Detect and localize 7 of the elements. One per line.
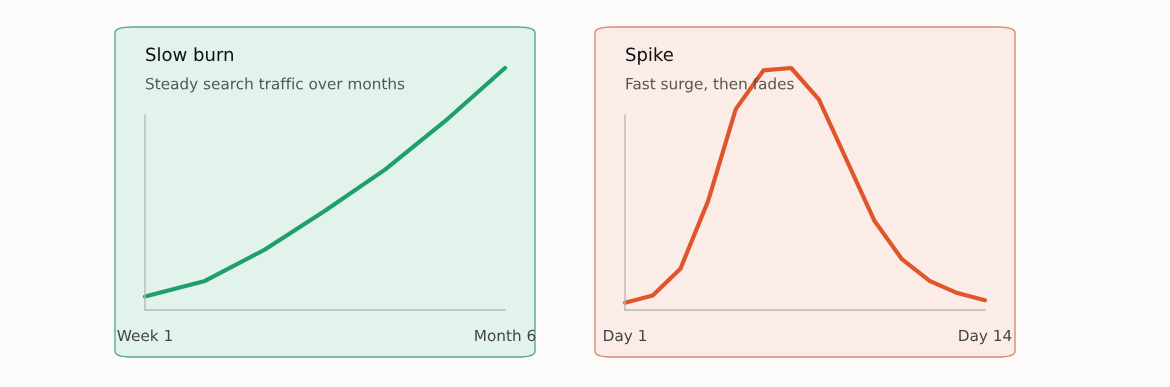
x-tick-label: Day 1 (604, 329, 646, 345)
text: Steady search traffic over months (146, 77, 405, 93)
x-tick-label: Day 14 (959, 329, 1012, 345)
x-tick-label: Month 6 (475, 329, 536, 342)
chart-title: Spike (626, 47, 673, 65)
chart-title: Slow burn (146, 47, 233, 62)
x-tick-label: Week 1 (117, 329, 172, 342)
